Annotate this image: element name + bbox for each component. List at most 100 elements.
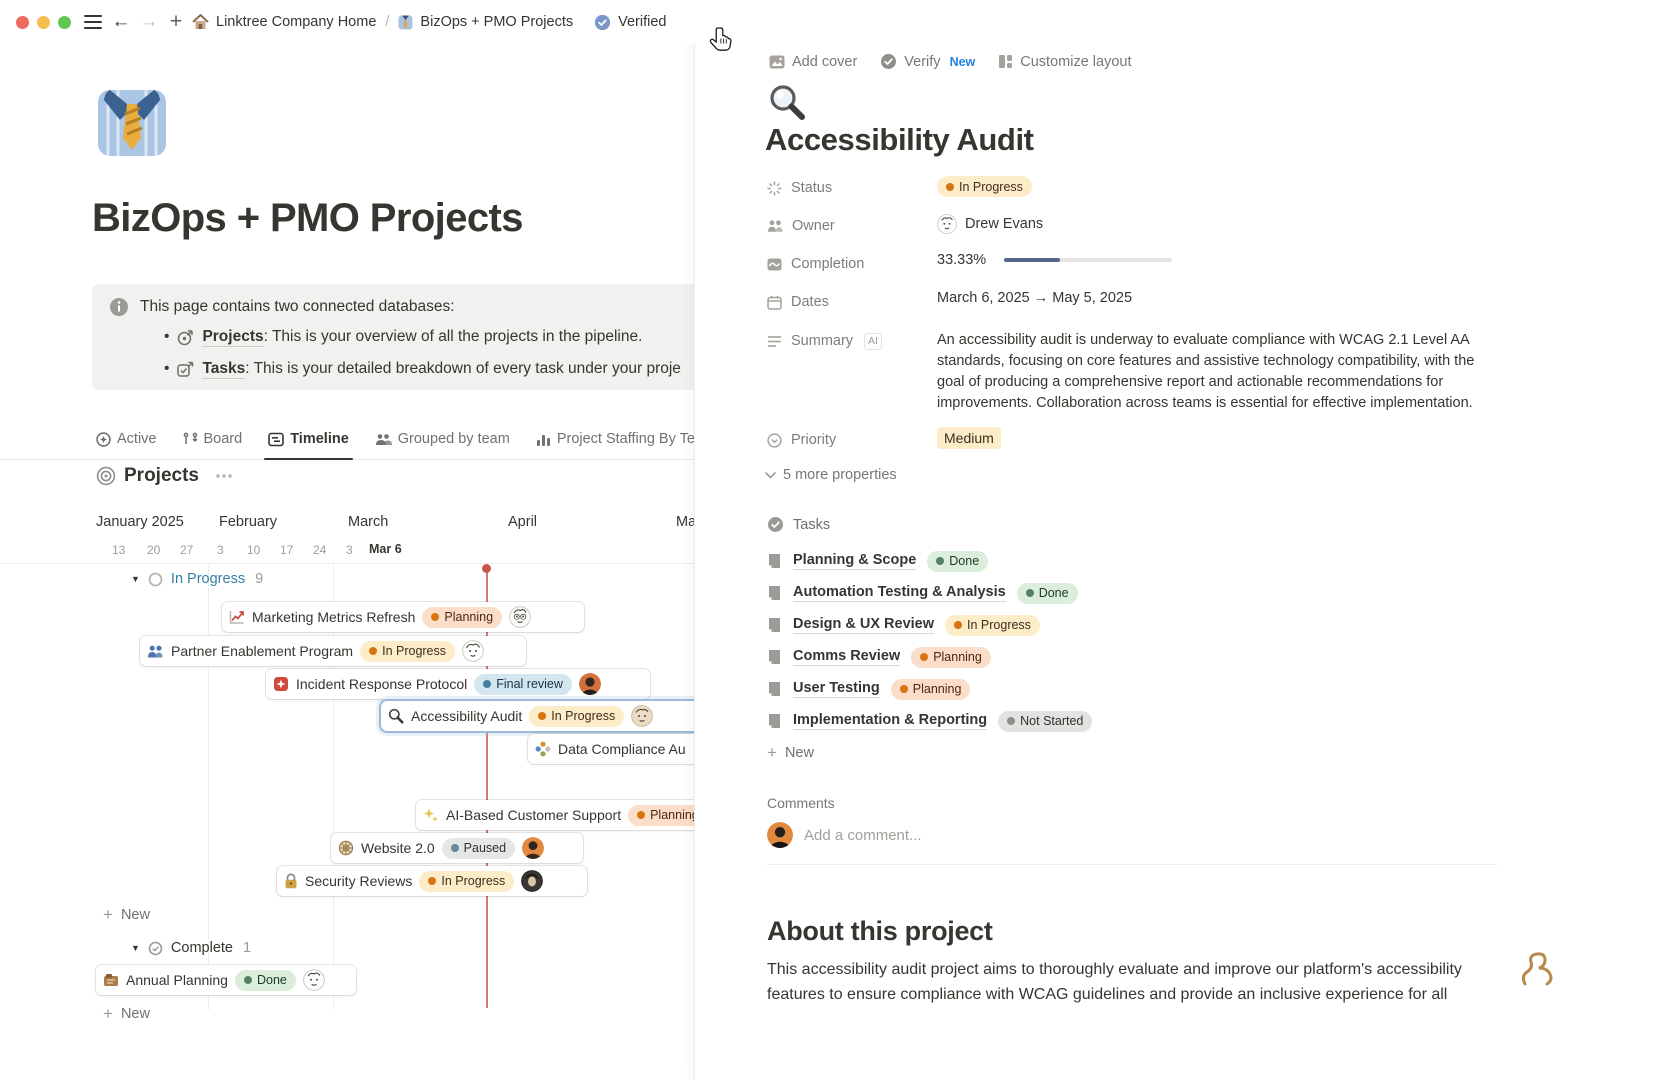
tasks-db-link[interactable]: Tasks [202,360,246,379]
status-chip: Not Started [998,710,1093,732]
date-tick: 3 [217,543,224,557]
avatar [509,606,531,628]
add-cover-button[interactable]: Add cover [769,54,857,70]
property-label-priority[interactable]: Priority [767,429,836,451]
status-circle-icon [148,572,163,587]
zoom-window-button[interactable] [58,16,71,29]
property-value-summary[interactable]: An accessibility audit is underway to ev… [937,332,1475,411]
comment-input-placeholder[interactable]: Add a comment... [804,826,922,844]
task-title[interactable]: Comms Review [793,648,901,666]
info-icon [109,297,129,317]
people-icon [767,219,783,233]
chip-dot [483,680,492,688]
more-options-icon[interactable] [215,473,233,479]
status-chip: Done [927,550,989,572]
customize-layout-button[interactable]: Customize layout [998,54,1131,70]
record-title[interactable]: Accessibility Audit [765,122,1034,157]
property-value-owner[interactable]: Drew Evans [937,214,1043,234]
comment-input-row[interactable]: Add a comment... [767,822,922,848]
task-title[interactable]: User Testing [793,680,880,698]
tab-active[interactable]: Active [96,419,157,459]
property-label-summary[interactable]: Summary AI [767,330,882,352]
avatar [302,969,325,991]
breadcrumb-home[interactable]: Linktree Company Home [216,14,377,30]
property-value-dates[interactable]: March 6, 2025 → May 5, 2025 [937,290,1133,306]
tasks-database-icon [177,361,194,378]
tab-project-staffing[interactable]: Project Staffing By Team [536,419,694,459]
task-title[interactable]: Design & UX Review [793,616,935,634]
task-row-automation-testing[interactable]: Automation Testing & Analysis Done [767,580,1078,606]
layout-icon [998,54,1013,69]
breadcrumb-page[interactable]: BizOps + PMO Projects [420,14,574,30]
shirt-tie-icon [398,15,413,30]
property-label-owner[interactable]: Owner [767,215,835,237]
timeline-card-incident-response[interactable]: Incident Response Protocol Final review [266,669,650,699]
property-value-completion[interactable]: 33.33% [937,252,1173,268]
task-row-design-ux-review[interactable]: Design & UX Review In Progress [767,612,1040,638]
property-value-status[interactable]: In Progress [937,176,1032,197]
group-header-complete[interactable]: ▼ Complete 1 [131,940,251,956]
projects-header-title[interactable]: Projects [124,465,199,486]
timeline-card-ai-customer-support[interactable]: AI-Based Customer Support Planning [416,800,694,830]
minimize-window-button[interactable] [37,16,50,29]
collapse-triangle-icon[interactable]: ▼ [131,574,140,584]
property-label-dates[interactable]: Dates [767,291,829,313]
forward-icon[interactable]: → [139,11,159,32]
close-window-button[interactable] [16,16,29,29]
tab-board[interactable]: Board [183,419,242,459]
timeline-card-security-reviews[interactable]: Security Reviews In Progress [277,866,587,896]
new-task-button[interactable]: + New [767,743,814,762]
task-title[interactable]: Automation Testing & Analysis [793,584,1006,602]
property-label-completion[interactable]: Completion [767,253,864,275]
timeline-card-data-compliance[interactable]: Data Compliance Au [528,734,694,764]
page-icon-shirt-tie[interactable] [96,86,168,160]
avatar [521,870,544,892]
puzzle-icon [535,741,551,757]
verify-button[interactable]: Verify New [880,53,975,70]
new-project-button[interactable]: + New [103,1004,150,1023]
task-title[interactable]: Planning & Scope [793,552,917,570]
sidebar-toggle-icon[interactable] [80,8,106,36]
text-lines-icon [767,335,782,348]
task-row-user-testing[interactable]: User Testing Planning [767,676,971,702]
record-icon-magnifier[interactable] [767,82,807,122]
new-project-button[interactable]: + New [103,905,150,924]
card-title: Website 2.0 [361,840,435,856]
status-chip: In Progress [529,705,625,727]
timeline-card-website-2-0[interactable]: Website 2.0 Paused [331,833,583,863]
page-icon [767,649,782,665]
task-title[interactable]: Implementation & Reporting [793,712,988,730]
status-chip: In Progress [945,614,1040,636]
task-row-implementation-reporting[interactable]: Implementation & Reporting Not Started [767,708,1093,734]
timeline-card-accessibility-audit[interactable]: Accessibility Audit In Progress [381,701,694,731]
status-chip: In Progress [937,176,1032,197]
new-feature-badge: New [949,54,976,69]
timeline-card-annual-planning[interactable]: Annual Planning Done [96,965,356,995]
projects-db-link[interactable]: Projects [202,328,264,347]
group-header-in-progress[interactable]: ▼ In Progress 9 [131,571,263,587]
more-properties-toggle[interactable]: 5 more properties [765,467,897,483]
callout-bullet-tasks: • Tasks: This is your detailed breakdown… [164,360,681,379]
tab-timeline[interactable]: Timeline [264,419,353,460]
property-value-priority[interactable]: Medium [937,427,1001,449]
back-icon[interactable]: ← [111,11,131,32]
task-row-planning-scope[interactable]: Planning & Scope Done [767,548,989,574]
tasks-property-header[interactable]: Tasks [767,516,830,533]
status-chip: Final review [474,673,572,695]
breadcrumb: Linktree Company Home / BizOps + PMO Pro… [192,0,667,44]
property-label-status[interactable]: Status [767,177,832,199]
timeline-card-partner-enablement[interactable]: Partner Enablement Program In Progress [140,636,526,666]
bar-chart-icon [536,432,551,447]
month-label: January 2025 [96,514,184,530]
comments-header: Comments [767,795,835,811]
collapse-triangle-icon[interactable]: ▼ [131,943,140,953]
new-page-icon[interactable]: + [169,10,183,33]
timeline-card-marketing-metrics[interactable]: Marketing Metrics Refresh Planning [222,602,584,632]
task-row-comms-review[interactable]: Comms Review Planning [767,644,991,670]
date-tick: 20 [147,543,161,557]
page-icon [767,681,782,697]
tab-grouped-by-team[interactable]: Grouped by team [375,419,510,459]
chip-dot [450,844,459,852]
chip-dot [428,877,437,885]
